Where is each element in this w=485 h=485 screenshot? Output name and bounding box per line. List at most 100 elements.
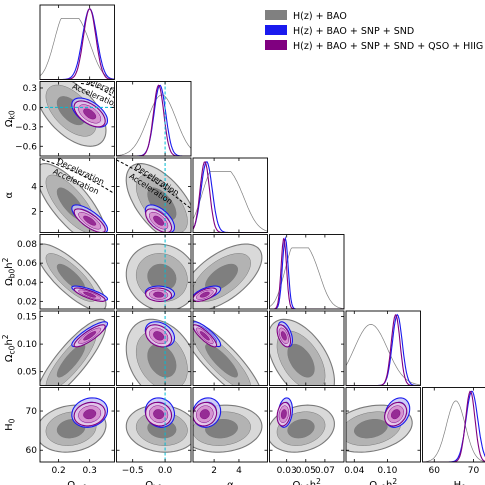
panel-content [125,311,191,386]
panel-0-0 [39,4,115,80]
x-tick-label: 60 [429,466,441,476]
panel-content [269,318,335,386]
x-tick-label: 0.2 [51,466,65,476]
contour-2-2 [199,331,210,341]
panel-frame [39,4,115,80]
marginal-curve-0 [346,324,421,386]
panel-frame [345,387,421,463]
marginal-curve-0 [116,94,191,156]
marginal-curve-2 [40,8,115,80]
x-tick-label: 0.0 [158,466,173,476]
y-tick-label: 0.10 [17,340,37,350]
panel-content [193,319,260,386]
y-axis-label: Ωc0​h2​ [1,334,17,362]
x-tick-label: 0.05 [296,466,316,476]
x-axis-label: α [227,480,234,485]
panel-frame [192,310,268,386]
contour-2-2 [280,331,287,341]
contour-2-2 [83,291,97,298]
panel-frame [116,157,192,233]
panel-frame [116,310,192,386]
marginal-curve-1 [193,161,268,233]
y-tick-label: −0.3 [15,123,37,133]
panel-1-1 [116,81,192,157]
y-axis-label: Ωb0​h2​ [1,257,17,286]
panel-content [193,397,263,453]
contour-2-2 [199,409,210,420]
marginal-curve-1 [269,236,344,309]
panel-frame [192,387,268,463]
panel-content [125,234,191,309]
contour-2-2 [83,215,97,226]
marginal-curve-2 [346,314,421,386]
y-tick-label: 0.05 [17,368,37,378]
panel-frame [345,310,421,386]
deceleration-boundary [80,83,115,99]
y-axis-label: α [4,192,15,199]
y-tick-label: 60 [26,446,38,456]
panel-4-2 [192,310,268,386]
panel-frame [192,157,268,233]
y-axis-label: H0​ [4,418,17,431]
contour-2-2 [153,409,165,420]
panel-frame [39,157,115,233]
contour-0-2 [354,419,388,439]
panel-frame [269,310,345,386]
panel-frame [39,81,115,157]
panel-content [269,236,344,309]
panel-5-1 [116,387,192,463]
panel-5-3 [269,387,345,463]
panel-frame [422,387,485,463]
panel-frame [269,234,345,310]
contour-2-2 [199,291,210,298]
panel-content [346,313,421,386]
x-axis-label: Ωm0​ [67,480,87,485]
x-tick-label: 0.07 [315,466,335,476]
x-tick-label: 0.03 [277,466,297,476]
marginal-curve-1 [116,84,191,156]
panel-content [193,161,268,233]
panel-4-4 [345,310,421,386]
y-tick-label: 0.06 [17,259,37,269]
panel-4-0 [39,310,115,386]
contour-0-2 [287,343,315,378]
contour-2-2 [83,409,97,420]
contour-2-2 [153,331,165,341]
panel-5-4 [345,387,421,463]
panel-content [125,387,191,462]
marginal-curve-1 [40,8,115,80]
panel-frame [116,234,192,310]
contour-2-2 [153,215,165,226]
panel-5-2 [192,387,268,463]
panel-3-3 [269,234,345,310]
contour-2-2 [280,409,287,420]
y-tick-label: 0.0 [23,103,38,113]
legend-label-1: H(z) + BAO + SNP + SND [293,26,414,37]
legend-label-0: H(z) + BAO [293,11,347,22]
x-tick-label: 4 [236,466,242,476]
panel-5-5 [422,387,485,463]
contour-2-2 [83,108,97,120]
y-tick-label: 4 [31,183,37,193]
panel-frame [116,81,192,157]
panel-frame [39,234,115,310]
x-tick-label: 0.10 [377,466,397,476]
y-tick-label: 2 [31,207,37,217]
panel-frame [269,387,345,463]
contour-0-2 [56,343,86,378]
y-tick-label: 0.04 [17,278,37,288]
deceleration-boundary [116,159,191,210]
marginal-curve-2 [116,84,191,156]
contour-2-2 [153,291,165,298]
marginal-curve-0 [269,247,344,309]
y-tick-label: 70 [26,407,38,417]
panel-3-2 [192,234,268,310]
panel-3-1 [116,234,192,310]
legend-swatch-0 [265,10,287,20]
panel-content [193,243,263,309]
deceleration-boundary [41,159,115,195]
